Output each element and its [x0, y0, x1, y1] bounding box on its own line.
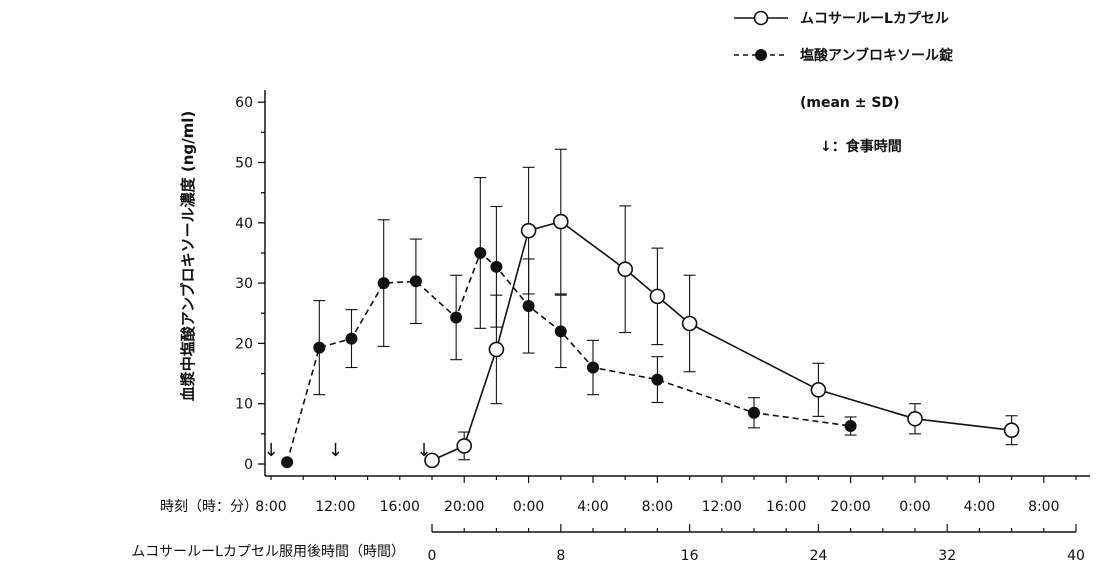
- hours-tick-label: 40: [1067, 548, 1085, 564]
- data-point-tablet: [490, 260, 503, 273]
- series-line-0: [431, 220, 1012, 462]
- clock-tick-label: 4:00: [964, 499, 995, 515]
- data-point-tablet: [651, 373, 664, 386]
- data-point-capsule: [907, 410, 923, 427]
- data-point-tablet: [748, 406, 760, 419]
- clock-tick-label: 16:00: [380, 499, 420, 515]
- data-point-tablet: [450, 311, 463, 324]
- axes: [258, 90, 1090, 533]
- clock-tick-label: 0:00: [899, 499, 930, 515]
- data-points: [281, 213, 1020, 469]
- data-point-tablet: [409, 275, 422, 288]
- meal-arrow: ↓: [263, 440, 278, 461]
- clock-tick-label: 12:00: [315, 499, 355, 515]
- data-point-tablet: [474, 246, 487, 259]
- y-tick-label: 0: [244, 457, 253, 473]
- clock-tick-label: 8:00: [642, 499, 673, 515]
- data-point-capsule: [810, 382, 827, 398]
- legend: ムコサールーLカプセル 塩酸アンブロキソール錠 (mean ± SD) ↓：食事…: [734, 10, 954, 155]
- data-point-tablet: [345, 332, 358, 345]
- legend-marker-capsule: [753, 10, 769, 26]
- hours-axis-label: ムコサールーLカプセル服用後時間（時間）: [131, 544, 405, 560]
- meal-arrow: ↓: [328, 440, 343, 461]
- hours-tick-label: 24: [809, 548, 827, 564]
- y-tick-label: 20: [235, 336, 253, 352]
- legend-marker-tablet: [755, 49, 767, 61]
- clock-tick-label: 20:00: [830, 499, 870, 515]
- tick-labels: 0 10 20 30 40 50 60 8:00 12:00 16:00 20:00 0:00 4:00…: [235, 95, 1085, 564]
- legend-note: (mean ± SD): [800, 95, 899, 111]
- hours-tick-label: 8: [556, 548, 565, 564]
- data-point-tablet: [844, 420, 857, 433]
- data-point-tablet: [522, 300, 535, 313]
- data-point-tablet: [377, 277, 390, 290]
- y-tick-label: 60: [235, 95, 253, 111]
- y-tick-label: 10: [235, 397, 253, 413]
- clock-tick-label: 12:00: [702, 499, 742, 515]
- data-point-capsule: [424, 452, 440, 469]
- hours-tick-label: 16: [681, 548, 699, 564]
- data-point-capsule: [681, 315, 698, 332]
- legend-label-capsule: ムコサールーLカプセル: [800, 11, 949, 27]
- meal-markers: ↓ ↓ ↓: [263, 440, 431, 461]
- hours-tick-label: 0: [428, 548, 437, 564]
- y-axis-label: 血漿中塩酸アンブロキソール濃度 (ng/ml): [179, 111, 197, 402]
- series-line-1: [286, 251, 851, 463]
- clock-tick-label: 20:00: [444, 499, 484, 515]
- clock-tick-label: 4:00: [577, 499, 608, 515]
- data-point-capsule: [520, 222, 537, 239]
- data-point-capsule: [488, 341, 505, 358]
- hours-tick-label: 32: [938, 548, 956, 564]
- series-lines: [286, 220, 1012, 463]
- meal-arrow: ↓: [416, 440, 431, 461]
- y-tick-label: 40: [235, 216, 253, 232]
- data-point-capsule: [617, 261, 634, 278]
- y-tick-label: 50: [235, 156, 253, 172]
- data-point-tablet: [554, 325, 567, 338]
- clock-axis-label: 時刻（時：分）: [160, 499, 258, 515]
- data-point-tablet: [313, 341, 326, 354]
- legend-label-tablet: 塩酸アンブロキソール錠: [800, 47, 954, 64]
- clock-tick-label: 0:00: [513, 499, 544, 515]
- data-point-tablet: [281, 456, 294, 469]
- clock-tick-label: 16:00: [766, 499, 806, 515]
- data-point-capsule: [552, 213, 569, 230]
- clock-tick-label: 8:00: [1028, 499, 1059, 515]
- data-point-capsule: [1003, 422, 1020, 439]
- data-point-capsule: [456, 438, 473, 454]
- data-point-tablet: [587, 361, 599, 374]
- data-point-capsule: [649, 288, 666, 305]
- meal-legend: ↓：食事時間: [820, 138, 902, 155]
- clock-tick-label: 8:00: [255, 499, 286, 515]
- y-tick-label: 30: [235, 276, 253, 292]
